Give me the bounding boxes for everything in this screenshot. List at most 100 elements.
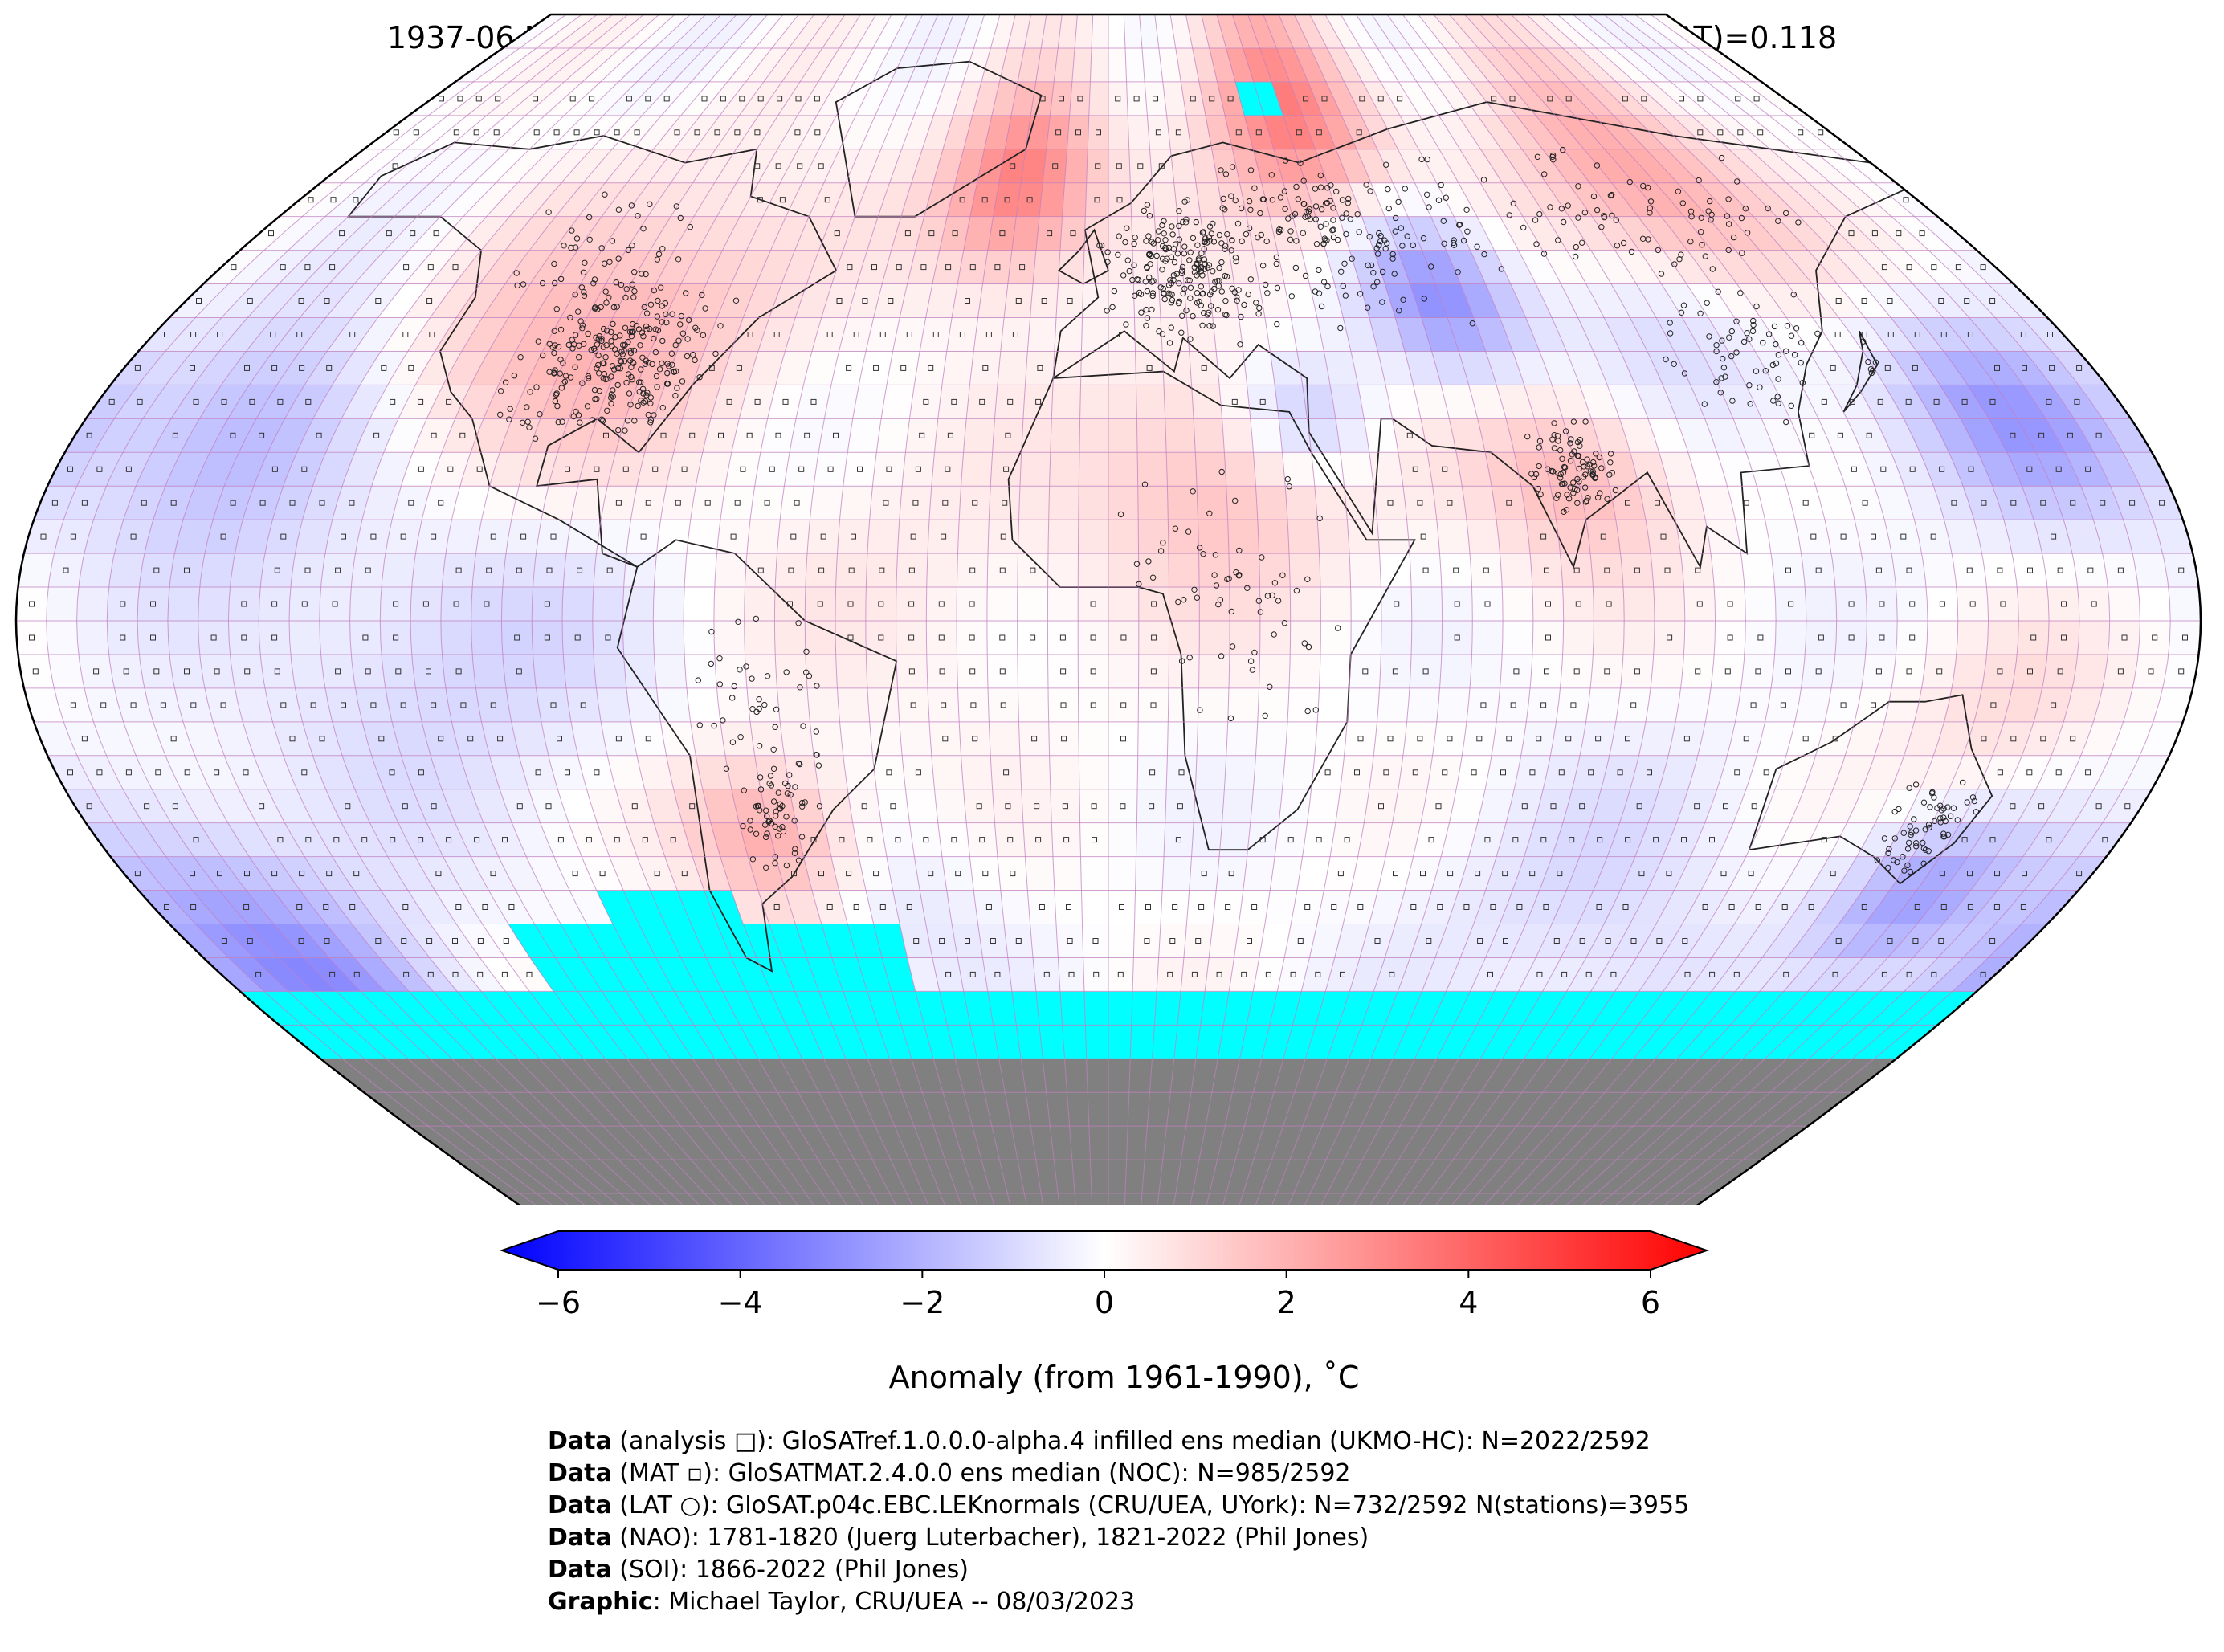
grid-cell [896, 620, 928, 655]
grid-cell [78, 553, 115, 588]
grid-cell [1218, 822, 1251, 857]
grid-cell [941, 856, 974, 891]
grid-cell [1165, 451, 1198, 487]
grid-cell [956, 586, 988, 622]
grid-cell [379, 586, 413, 622]
grid-cell [1163, 822, 1194, 857]
grid-cell [1131, 216, 1157, 251]
grid-cell [1307, 418, 1341, 453]
grid-cell [1138, 654, 1169, 689]
grid-cell [1830, 654, 1867, 689]
grid-cell [1108, 687, 1139, 723]
grid-cell [1520, 721, 1557, 757]
grid-cell [1152, 182, 1178, 218]
grid-cell [1525, 687, 1561, 723]
grid-cell [1224, 755, 1256, 790]
grid-cell [1198, 654, 1230, 689]
grid-cell [1253, 755, 1286, 790]
grid-cell [1986, 586, 2019, 622]
grid-cell [875, 418, 910, 453]
grid-cell [1018, 519, 1050, 554]
grid-cell [1311, 755, 1345, 790]
grid-cell [1136, 385, 1166, 419]
grid-cell [1500, 654, 1533, 689]
grid-cell [1134, 317, 1163, 352]
grid-cell [1058, 957, 1085, 992]
grid-cell [969, 856, 1002, 891]
grid-cell [1090, 47, 1109, 83]
colorbar-tick-label: 2 [1277, 1285, 1296, 1320]
grid-cell [925, 620, 957, 655]
grid-cell [533, 553, 567, 588]
grid-cell [1108, 47, 1127, 83]
grid-cell [1123, 14, 1143, 49]
grid-cell [1198, 586, 1230, 622]
grid-cell [1284, 485, 1318, 520]
grid-cell [899, 485, 932, 520]
grid-cell [1124, 47, 1145, 83]
grid-cell [1007, 957, 1037, 992]
grid-cell [1087, 115, 1109, 150]
grid-cell [1138, 620, 1169, 655]
grid-cell [1274, 822, 1308, 857]
grid-cell [199, 553, 235, 588]
grid-cell [926, 553, 958, 588]
grid-cell [1259, 654, 1291, 689]
grid-cell [1469, 553, 1503, 588]
colorbar-tick-label: −4 [718, 1285, 763, 1320]
grid-cell [1003, 283, 1034, 318]
grid-cell [1000, 890, 1030, 924]
grid-cell [1030, 283, 1059, 318]
grid-cell [1896, 586, 1928, 622]
grid-cell [1319, 654, 1352, 689]
grid-cell [977, 924, 1009, 958]
grid-cell [1078, 519, 1109, 554]
grid-cell [901, 451, 935, 487]
grid-cell [716, 687, 751, 723]
grid-cell [1180, 957, 1210, 992]
grid-cell [869, 721, 903, 757]
grid-cell [835, 654, 868, 689]
grid-cell [1152, 1025, 1178, 1059]
grid-cell [813, 451, 848, 487]
grid-cell [1556, 687, 1591, 723]
grid-cell [847, 418, 882, 453]
grid-cell [1108, 317, 1136, 352]
grid-cell [1804, 586, 1838, 622]
grid-cell [1079, 418, 1109, 453]
grid-cell [1108, 789, 1138, 823]
grid-cell [1861, 553, 1896, 588]
grid-cell [1226, 485, 1259, 520]
grid-cell [505, 687, 542, 723]
grid-cell [1108, 890, 1136, 924]
grid-cell [626, 519, 661, 554]
grid-cell [1377, 519, 1410, 554]
grid-cell [774, 586, 806, 622]
grid-cell [804, 620, 836, 655]
grid-cell [1161, 856, 1192, 891]
grid-cell [1921, 553, 1957, 588]
grid-cell [1212, 890, 1244, 924]
grid-cell [720, 721, 756, 757]
grid-cell [683, 586, 716, 622]
grid-cell [1108, 553, 1140, 588]
grid-cell [1925, 620, 1959, 655]
grid-cell [1080, 351, 1109, 385]
grid-cell [1320, 620, 1352, 655]
grid-cell [1047, 553, 1079, 588]
grid-cell [106, 620, 140, 655]
grid-cell [1026, 890, 1057, 924]
grid-cell [1021, 418, 1052, 453]
grid-cell [1680, 654, 1715, 689]
grid-cell [872, 451, 906, 487]
grid-cell [977, 283, 1009, 318]
grid-cell [1055, 924, 1084, 958]
grid-cell [1222, 418, 1254, 453]
grid-cell [810, 721, 844, 757]
grid-cell [1340, 451, 1374, 487]
grid-cell [228, 586, 261, 622]
grid-cell [2102, 553, 2139, 588]
grid-cell [230, 654, 266, 689]
grid-cell [1186, 890, 1217, 924]
grid-cell [1585, 519, 1621, 554]
